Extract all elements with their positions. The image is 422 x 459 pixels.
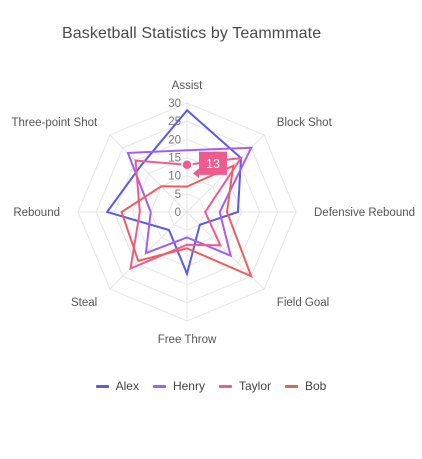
tooltip-box-fill [199,151,227,175]
axis-label: Rebound [13,207,60,219]
legend-label: Henry [172,379,205,393]
radial-tick-label: 30 [168,98,181,110]
radial-tick-label: 0 [175,207,181,219]
legend-label: Bob [305,379,327,393]
radial-tick-label: 15 [168,153,181,165]
legend-label: Taylor [238,379,271,393]
axis-label: Defensive Rebound [314,207,415,219]
chart-title: Basketball Statistics by Teammmate [62,25,322,42]
axis-label: Steal [71,297,97,309]
series-line-taylor[interactable] [129,156,244,271]
tooltip-value: 13 [206,157,220,171]
legend: Alex Henry Taylor Bob [0,379,422,393]
legend-item-taylor[interactable]: Taylor [218,379,271,393]
series-line-bob[interactable] [120,164,253,279]
legend-swatch [95,384,109,388]
legend-item-henry[interactable]: Henry [152,379,205,393]
radial-tick-label: 25 [168,116,181,128]
radial-tick-label: 10 [168,171,181,183]
axis-label: Free Throw [158,334,217,346]
legend-swatch [218,384,232,388]
tooltip-point[interactable] [181,159,193,171]
axis-label: Block Shot [277,117,333,129]
radial-tick-label: 20 [168,134,181,146]
grid-spoke [109,211,188,290]
radial-tick-label: 5 [175,189,181,201]
legend-item-alex[interactable]: Alex [95,379,139,393]
legend-label: Alex [115,379,139,393]
axis-label: Three-point Shot [12,117,98,129]
series-line-henry[interactable] [126,146,253,258]
legend-item-bob[interactable]: Bob [285,379,326,393]
legend-swatch [152,384,166,388]
grid-spoke [109,134,188,213]
axis-label: Field Goal [277,297,329,309]
axis-label: Assist [172,80,203,92]
legend-swatch [285,384,298,388]
series-line-alex[interactable] [105,108,243,277]
